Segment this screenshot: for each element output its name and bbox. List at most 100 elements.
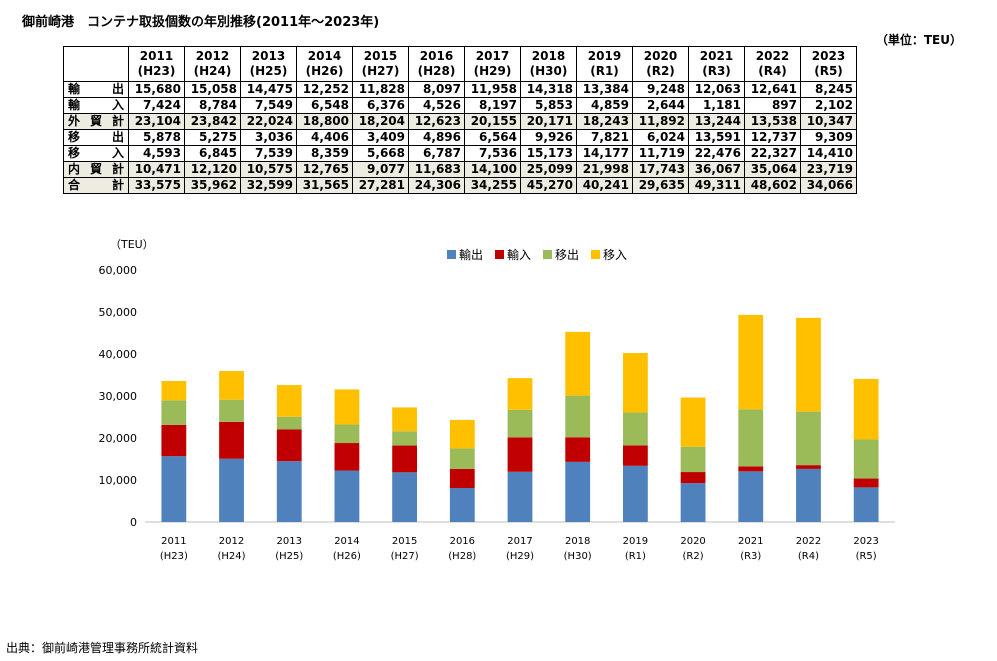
bar-segment — [392, 407, 418, 432]
legend-swatch — [543, 250, 552, 259]
column-year: 2017 — [475, 49, 510, 63]
table-row: 内貿計 10,471 12,120 10,575 12,765 9,077 11,683 14… — [63, 161, 857, 178]
table-cell: 12,765 — [296, 161, 353, 178]
table-cell: 11,958 — [464, 81, 521, 98]
x-tick-label: 2016 — [450, 536, 475, 547]
column-year: 2019 — [587, 49, 622, 63]
column-year: 2012 — [195, 49, 230, 63]
column-era: (R4) — [758, 64, 787, 78]
table-cell: 7,821 — [576, 129, 633, 146]
bar-segment — [334, 443, 360, 471]
y-tick-label: 20,000 — [99, 432, 138, 445]
table-cell: 897 — [744, 97, 801, 114]
table-cell: 22,327 — [744, 145, 801, 162]
table-cell: 12,063 — [688, 81, 745, 98]
table-cell: 4,406 — [296, 129, 353, 146]
bar-segment — [796, 468, 821, 522]
table-cell: 1,181 — [688, 97, 745, 114]
table-cell: 23,842 — [184, 113, 241, 130]
column-era: (H28) — [417, 64, 456, 78]
table-cell: 49,311 — [688, 177, 745, 194]
x-tick-sublabel: (R3) — [740, 551, 761, 562]
table-cell: 2,102 — [800, 97, 857, 114]
data-table: 2011 (H23) 2012 (H24) 2013 (H25) 2014 (H26) 2015… — [63, 46, 857, 194]
x-tick-sublabel: (H29) — [506, 551, 534, 562]
table-cell: 4,593 — [128, 145, 185, 162]
table-cell: 17,743 — [632, 161, 689, 178]
bar-segment — [334, 470, 360, 522]
table-row: 移入 4,593 6,845 7,539 8,359 5,668 6,787 7,536 15,… — [63, 145, 857, 162]
table-cell: 22,024 — [240, 113, 297, 130]
bar-segment — [622, 465, 648, 522]
table-cell: 10,347 — [800, 113, 857, 130]
table-cell: 18,204 — [352, 113, 409, 130]
bar-segment — [565, 461, 591, 522]
table-cell: 15,058 — [184, 81, 241, 98]
column-year: 2018 — [531, 49, 566, 63]
table-cell: 6,564 — [464, 129, 521, 146]
bar-segment — [334, 389, 360, 425]
table-cell: 8,097 — [408, 81, 465, 98]
table-cell: 8,245 — [800, 81, 857, 98]
column-header: 2019 (R1) — [576, 46, 633, 82]
table-cell: 12,641 — [744, 81, 801, 98]
table-row: 外貿計 23,104 23,842 22,024 18,800 18,204 12,623 2… — [63, 113, 857, 130]
table-cell: 9,309 — [800, 129, 857, 146]
table-cell: 7,536 — [464, 145, 521, 162]
bar-segment — [219, 458, 244, 522]
column-era: (R5) — [814, 64, 843, 78]
bar-segment — [161, 456, 187, 522]
table-cell: 14,177 — [576, 145, 633, 162]
bar-segment — [276, 385, 302, 417]
x-tick-label: 2017 — [507, 536, 532, 547]
column-header: 2014 (H26) — [296, 46, 353, 82]
x-tick-sublabel: (H25) — [275, 551, 303, 562]
bar-segment — [507, 409, 533, 438]
x-tick-label: 2023 — [853, 536, 878, 547]
table-cell: 14,410 — [800, 145, 857, 162]
column-era: (R3) — [702, 64, 731, 78]
table-cell: 12,120 — [184, 161, 241, 178]
x-tick-sublabel: (H23) — [160, 551, 188, 562]
bar-segment — [161, 380, 187, 401]
bar-segment — [507, 471, 533, 522]
column-header: 2017 (H29) — [464, 46, 521, 82]
table-cell: 13,244 — [688, 113, 745, 130]
column-year: 2021 — [699, 49, 734, 63]
table-cell: 9,077 — [352, 161, 409, 178]
column-header: 2020 (R2) — [632, 46, 689, 82]
bar-segment — [219, 370, 244, 400]
table-cell: 34,066 — [800, 177, 857, 194]
unit-label: （単位：TEU） — [875, 33, 962, 47]
x-tick-sublabel: (H26) — [333, 551, 361, 562]
table-cell: 9,926 — [520, 129, 577, 146]
bar-segment — [796, 465, 821, 469]
column-header: 2023 (R5) — [800, 46, 857, 82]
table-cell: 8,784 — [184, 97, 241, 114]
table-cell: 8,197 — [464, 97, 521, 114]
table-cell: 33,575 — [128, 177, 185, 194]
bar-segment — [565, 437, 591, 462]
bar-segment — [161, 400, 187, 425]
table-cell: 4,526 — [408, 97, 465, 114]
column-year: 2014 — [307, 49, 342, 63]
table-cell: 2,644 — [632, 97, 689, 114]
column-era: (H24) — [193, 64, 232, 78]
table-cell: 11,683 — [408, 161, 465, 178]
table-cell: 23,719 — [800, 161, 857, 178]
table-cell: 34,255 — [464, 177, 521, 194]
bar-segment — [334, 424, 360, 444]
table-cell: 29,635 — [632, 177, 689, 194]
x-tick-label: 2015 — [392, 536, 417, 547]
column-year: 2013 — [251, 49, 286, 63]
table-cell: 15,173 — [520, 145, 577, 162]
table-cell: 12,252 — [296, 81, 353, 98]
row-label: 移入 — [63, 145, 129, 162]
bar-segment — [449, 487, 475, 522]
table-cell: 10,575 — [240, 161, 297, 178]
table-cell: 22,476 — [688, 145, 745, 162]
table-row: 移出 5,878 5,275 3,036 4,406 3,409 4,896 6,564 9,9… — [63, 129, 857, 146]
table-cell: 27,281 — [352, 177, 409, 194]
bar-segment — [276, 429, 302, 462]
column-year: 2011 — [139, 49, 174, 63]
